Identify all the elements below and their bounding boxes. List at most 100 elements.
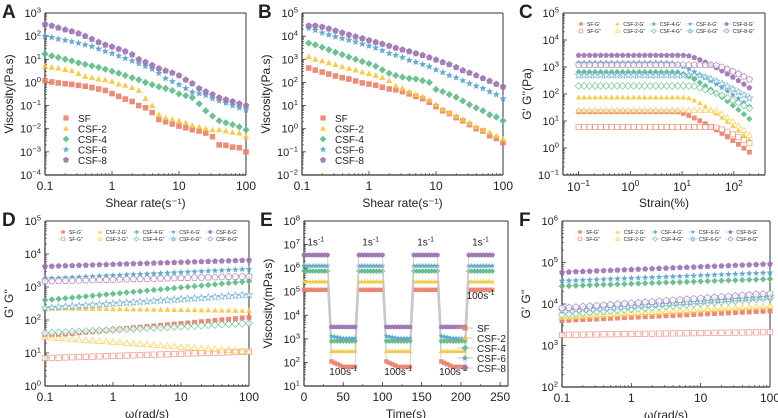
data-point (224, 272, 233, 280)
data-point (581, 52, 587, 58)
rate-annotation: 1s-1 (417, 237, 434, 249)
data-point (116, 271, 124, 278)
data-points (574, 52, 754, 155)
data-point (404, 335, 410, 341)
data-point (150, 306, 157, 312)
legend-label: CSF-4 (335, 135, 364, 146)
data-point (218, 273, 226, 281)
data-point (162, 114, 169, 121)
legend-label: SF-G' (587, 22, 600, 28)
legend-entry: CSF-6-G'' (168, 235, 201, 243)
legend-label: CSF-8 (477, 364, 506, 375)
data-point (225, 307, 232, 313)
y-ticks: 10−2 10−1 100 101 102 103 104 105 (277, 6, 306, 182)
data-point (634, 298, 642, 306)
x-ticks: 0.1 1 10 100 (37, 382, 259, 404)
data-point (459, 116, 466, 122)
data-point (703, 293, 712, 301)
data-point (442, 360, 447, 365)
data-point (685, 65, 692, 72)
data-point (169, 294, 179, 304)
data-point (412, 58, 420, 66)
data-point (190, 321, 199, 330)
data-point (74, 59, 83, 67)
y-tick-label: 105 (542, 6, 559, 20)
data-point (319, 69, 325, 75)
data-point (680, 111, 686, 116)
data-point (735, 77, 742, 84)
legend-marker (462, 335, 468, 341)
data-point (492, 90, 500, 98)
data-point (61, 66, 69, 72)
data-point (434, 262, 441, 269)
data-point (641, 94, 648, 100)
data-point (635, 314, 641, 320)
data-point (592, 94, 598, 100)
data-point (156, 295, 166, 305)
data-point (41, 50, 49, 58)
data-point (94, 63, 103, 71)
data-point (48, 354, 55, 361)
data-point (649, 265, 656, 272)
data-point (191, 258, 198, 265)
data-points (41, 20, 250, 155)
legend-marker (615, 22, 620, 26)
data-point (466, 119, 473, 126)
series-sf (301, 287, 495, 370)
data-point (636, 94, 642, 100)
data-point (652, 94, 659, 100)
data-point (606, 300, 615, 308)
data-point (135, 87, 142, 93)
data-point (142, 324, 152, 333)
series-csf-8-gpp (558, 289, 774, 312)
data-point (459, 364, 465, 370)
data-point (305, 65, 312, 71)
data-point (338, 50, 346, 59)
data-point (641, 274, 649, 281)
data-point (729, 117, 737, 125)
data-point (594, 316, 600, 322)
data-point (367, 268, 374, 274)
data-point (676, 330, 683, 337)
data-point (686, 95, 692, 101)
data-point (484, 287, 489, 293)
data-point (198, 350, 205, 357)
data-point (116, 275, 124, 283)
data-point (42, 263, 48, 269)
legend-label: CSF-2 (78, 125, 107, 136)
data-point (358, 34, 366, 42)
data-point (136, 270, 144, 277)
data-point (325, 25, 333, 32)
data-point (101, 41, 109, 48)
data-point (603, 123, 610, 130)
data-point (691, 97, 698, 103)
data-point (438, 338, 445, 345)
data-point (401, 364, 407, 370)
data-point (649, 330, 656, 337)
legend-label: CSF-2-G'' (106, 237, 128, 243)
legend-entry: CSF-6-G'' (685, 27, 718, 35)
panel-letter: C (519, 2, 533, 23)
data-point (587, 316, 593, 322)
legend-entry: CSF-8-G'' (721, 28, 755, 35)
data-point (47, 328, 56, 337)
y-tick-label: 105 (541, 255, 558, 269)
data-point (208, 94, 217, 102)
data-point (212, 258, 218, 264)
legend-label: CSF-6-G' (696, 22, 717, 28)
data-point (54, 334, 63, 341)
legend-label: CSF-2-G'' (623, 29, 645, 35)
data-point (188, 79, 196, 87)
data-point (479, 107, 487, 115)
data-point (417, 287, 422, 293)
y-tick-label: 10−1 (538, 168, 559, 182)
y-tick-label: 106 (541, 214, 558, 228)
data-point (48, 22, 56, 29)
data-point (679, 106, 687, 113)
data-point (395, 335, 401, 341)
data-point (572, 282, 580, 289)
data-point (208, 112, 217, 120)
data-point (614, 94, 620, 100)
data-point (647, 94, 653, 100)
data-point (700, 72, 710, 81)
